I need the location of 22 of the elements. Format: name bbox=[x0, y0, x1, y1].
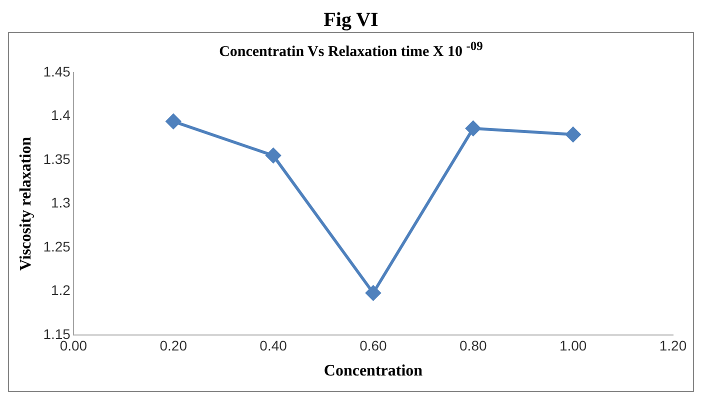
x-tick-label: 0.40 bbox=[260, 337, 288, 354]
point bbox=[466, 120, 481, 136]
y-tick-label: 1.2 bbox=[50, 282, 71, 298]
x-tick-label: 0.60 bbox=[360, 337, 388, 354]
x-axis-title: Concentration bbox=[324, 362, 423, 380]
y-tick-label: 1.35 bbox=[43, 150, 71, 167]
y-tick-label: 1.45 bbox=[43, 63, 71, 80]
point bbox=[166, 114, 181, 129]
y-axis-title: Viscosity relaxation bbox=[18, 136, 35, 271]
x-tick-label: 1.00 bbox=[559, 337, 587, 354]
x-tick-label: 0.80 bbox=[460, 337, 487, 354]
point bbox=[566, 127, 581, 142]
chart-title: Concentratin Vs Relaxation time X 10 $^{-09}$ bbox=[218, 39, 484, 61]
point bbox=[366, 285, 381, 300]
x-tick-label: 1.20 bbox=[659, 337, 687, 354]
text: Fig VI bbox=[322, 8, 380, 32]
y-tick-label: 1.3 bbox=[50, 194, 71, 211]
y-tick-label: 1.25 bbox=[43, 238, 71, 254]
point bbox=[266, 148, 281, 164]
y-tick-label: 1.4 bbox=[50, 107, 71, 124]
x-tick-label: 0.20 bbox=[160, 337, 188, 354]
y-tick-label: 1.15 bbox=[43, 326, 71, 342]
